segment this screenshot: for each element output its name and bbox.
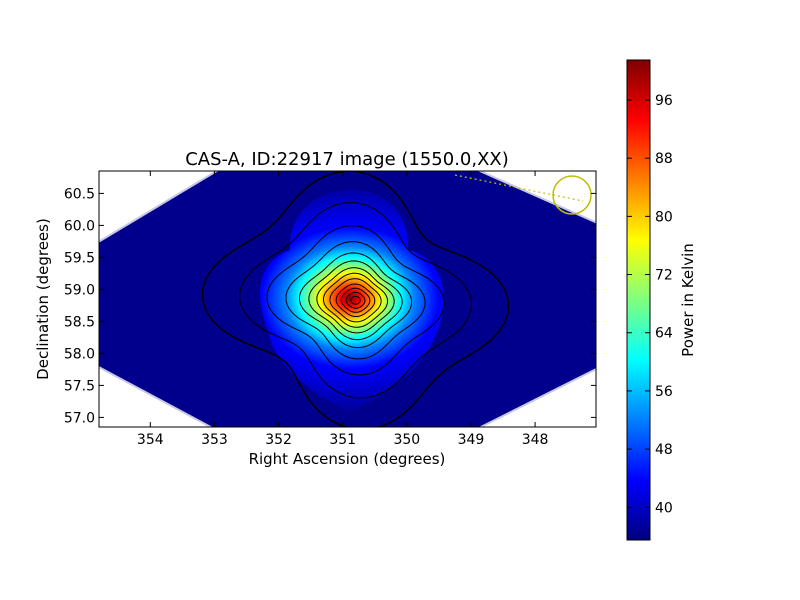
x-tick-label: 348 xyxy=(522,432,549,448)
colorbar: 40 48 56 64 72 80 88 96 Power in Kelvin xyxy=(626,59,697,541)
contour-line xyxy=(345,291,366,309)
contour-line xyxy=(323,272,389,328)
y-tick-label: 59.0 xyxy=(64,282,95,298)
beam-pointer-line xyxy=(454,174,584,202)
contour-line xyxy=(285,241,426,360)
colorbar-ticks: 40 48 56 64 72 80 88 96 xyxy=(627,93,673,516)
contour-line xyxy=(335,283,376,317)
x-axis-label: Right Ascension (degrees) xyxy=(249,450,446,468)
contour-line xyxy=(308,260,403,341)
x-tick-label: 353 xyxy=(201,432,228,448)
contour-lines xyxy=(201,171,510,427)
x-tick-label: 354 xyxy=(137,432,164,448)
x-tick-label: 350 xyxy=(393,432,420,448)
y-tick-label: 60.5 xyxy=(64,186,95,202)
contour-line xyxy=(340,287,371,313)
colorbar-tick-label: 80 xyxy=(655,209,673,225)
x-tick-label: 351 xyxy=(329,432,356,448)
y-tick-label: 58.5 xyxy=(64,314,95,330)
y-tick-label: 60.0 xyxy=(64,218,95,234)
y-tick-label: 57.5 xyxy=(64,378,95,394)
source-emission xyxy=(260,189,444,412)
y-axis: 57.0 57.5 58.0 58.5 59.0 59.5 60.0 60.5 xyxy=(64,186,596,426)
colorbar-tick-label: 48 xyxy=(655,442,673,458)
y-tick-label: 57.0 xyxy=(64,410,95,426)
x-axis: 354 353 352 351 350 349 348 xyxy=(137,171,549,448)
contour-line xyxy=(316,267,395,334)
colorbar-tick-label: 56 xyxy=(655,384,673,400)
contour-line xyxy=(239,202,472,399)
colorbar-tick-label: 64 xyxy=(655,326,673,342)
colorbar-tick-label: 88 xyxy=(655,151,673,167)
contour-line xyxy=(201,171,510,427)
contour-line xyxy=(266,225,445,376)
colorbar-label: Power in Kelvin xyxy=(679,243,697,357)
colorbar-tick-label: 96 xyxy=(655,93,673,109)
chart-title: CAS-A, ID:22917 image (1550.0,XX) xyxy=(185,149,509,170)
colorbar-frame xyxy=(626,59,651,541)
emission-glow xyxy=(260,189,444,412)
x-tick-label: 349 xyxy=(458,432,485,448)
y-tick-label: 58.0 xyxy=(64,346,95,362)
colorbar-tick-label: 40 xyxy=(655,500,673,516)
y-axis-label: Declination (degrees) xyxy=(34,218,52,380)
plot-area xyxy=(99,171,596,427)
colorbar-tick-label: 72 xyxy=(655,268,673,284)
contour-line xyxy=(329,278,382,323)
x-tick-label: 352 xyxy=(265,432,292,448)
colorbar-gradient xyxy=(627,60,650,540)
contour-line xyxy=(299,252,413,349)
plot-frame xyxy=(98,170,597,428)
y-tick-label: 59.5 xyxy=(64,250,95,266)
contour-line xyxy=(350,295,361,305)
